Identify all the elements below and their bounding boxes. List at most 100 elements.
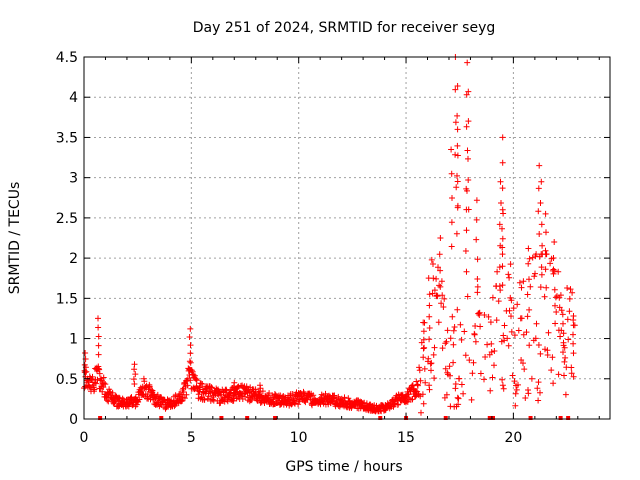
data-point (557, 333, 564, 340)
data-point (512, 390, 519, 397)
data-point (496, 264, 503, 271)
data-point (520, 331, 527, 338)
data-point (553, 309, 560, 315)
data-point (443, 338, 450, 345)
bottom-marker (528, 416, 533, 420)
data-point (537, 389, 543, 396)
data-point (471, 331, 478, 338)
data-point (454, 126, 461, 133)
y-tick-label: 3 (69, 171, 78, 187)
data-point (570, 313, 577, 319)
y-tick-label: 2 (69, 251, 78, 267)
data-point (413, 378, 420, 385)
data-point (420, 354, 427, 361)
data-point (96, 370, 103, 377)
data-point (456, 375, 463, 382)
bottom-marker (443, 416, 448, 420)
data-point (419, 391, 426, 398)
data-point (497, 178, 504, 185)
data-point (100, 374, 107, 381)
data-point (499, 376, 506, 383)
data-point (495, 298, 502, 305)
bottom-marker (566, 416, 571, 420)
data-point (441, 394, 448, 401)
data-point (499, 206, 506, 213)
data-point (466, 357, 473, 364)
data-point (444, 327, 451, 334)
data-point (439, 292, 446, 299)
data-point (310, 392, 317, 399)
data-point (514, 301, 521, 308)
data-point (426, 291, 433, 298)
data-point (81, 361, 88, 368)
bottom-marker (558, 416, 563, 420)
data-point (533, 251, 540, 258)
data-point (560, 330, 567, 337)
data-point (421, 365, 428, 372)
data-point (491, 362, 497, 369)
data-point (416, 364, 423, 371)
data-point (528, 375, 535, 382)
data-point (527, 283, 534, 290)
data-point (511, 332, 518, 339)
data-point (477, 323, 484, 330)
data-point (461, 328, 468, 335)
data-point (462, 248, 469, 254)
data-point (498, 200, 504, 206)
data-point (187, 359, 194, 366)
data-point (511, 378, 518, 385)
data-point (509, 372, 516, 379)
data-point (520, 278, 527, 285)
data-point (149, 387, 156, 394)
data-point (570, 373, 577, 380)
data-point (463, 268, 470, 275)
data-point (537, 350, 544, 357)
data-point (292, 400, 298, 407)
x-tick-label: 0 (80, 430, 89, 446)
data-point (515, 381, 521, 388)
data-point (440, 304, 447, 310)
data-point (421, 344, 428, 351)
data-point (549, 354, 556, 361)
data-point (242, 393, 249, 400)
data-point (420, 328, 427, 335)
data-point (562, 391, 569, 398)
data-point (132, 371, 139, 378)
data-point (524, 291, 531, 298)
data-point (550, 380, 557, 387)
data-point (526, 342, 533, 349)
data-point (474, 276, 481, 282)
data-point (457, 321, 464, 328)
data-point (428, 367, 434, 374)
data-point (172, 392, 179, 399)
data-point (499, 251, 506, 258)
data-point (463, 227, 470, 234)
data-point (520, 360, 526, 367)
data-point (551, 268, 558, 274)
data-point (361, 399, 368, 406)
data-point (426, 386, 433, 393)
data-point (451, 324, 458, 330)
data-point (562, 354, 569, 361)
data-point (446, 363, 453, 370)
data-point (96, 366, 103, 373)
data-point (526, 255, 533, 262)
data-point (420, 336, 427, 343)
data-point (420, 345, 427, 352)
data-point (544, 352, 551, 358)
data-point (532, 270, 538, 277)
data-point (560, 320, 566, 327)
data-point (512, 402, 519, 409)
data-point (538, 264, 545, 271)
data-point (439, 345, 446, 352)
data-point (526, 276, 532, 283)
data-point (426, 336, 433, 343)
data-point (536, 162, 543, 169)
data-point (496, 221, 503, 228)
data-point (422, 379, 429, 386)
data-point (508, 297, 515, 304)
data-point (500, 332, 507, 339)
data-point (538, 271, 545, 278)
data-point (550, 255, 557, 261)
